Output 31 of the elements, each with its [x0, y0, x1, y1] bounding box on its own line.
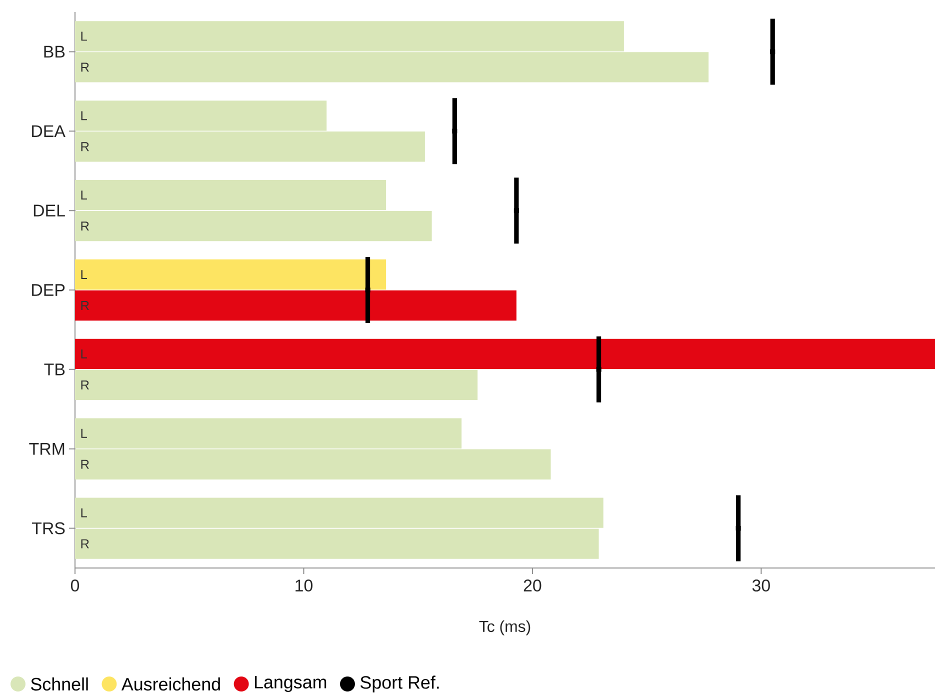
y-tick-label: DEA [32, 125, 66, 137]
legend-label: Sport Ref. [360, 676, 439, 692]
x-tick-label: 0 [70, 580, 80, 592]
bar [75, 370, 478, 400]
x-axis-title: Tc (ms) [479, 620, 530, 636]
text: Langsam [254, 676, 326, 692]
text: R [81, 460, 89, 469]
text: L [81, 190, 87, 200]
y-tick-label: TRM [29, 443, 64, 455]
text: L [81, 508, 87, 518]
y-tick-label: DEP [32, 284, 65, 296]
text: R [81, 301, 89, 310]
text: L [81, 349, 87, 358]
y-tick-label: BB [44, 46, 65, 58]
x-tick-label: 20 [524, 580, 542, 592]
text: R [81, 142, 89, 152]
series-label: L [81, 32, 87, 41]
text: L [81, 111, 87, 120]
text: R [81, 222, 89, 231]
text: L [81, 428, 87, 438]
x-tick-label: 10 [296, 580, 312, 592]
text: R [81, 539, 89, 548]
text: L [81, 270, 87, 279]
y-tick-label: TRS [32, 522, 65, 534]
text: Ausreichend [121, 677, 220, 691]
y-tick-label: TB [44, 364, 65, 376]
text: R [81, 380, 89, 390]
text: Schnell [31, 677, 88, 691]
x-tick-label: 30 [752, 580, 770, 592]
series-label: R [81, 62, 89, 72]
y-tick-label: DEL [34, 204, 65, 216]
